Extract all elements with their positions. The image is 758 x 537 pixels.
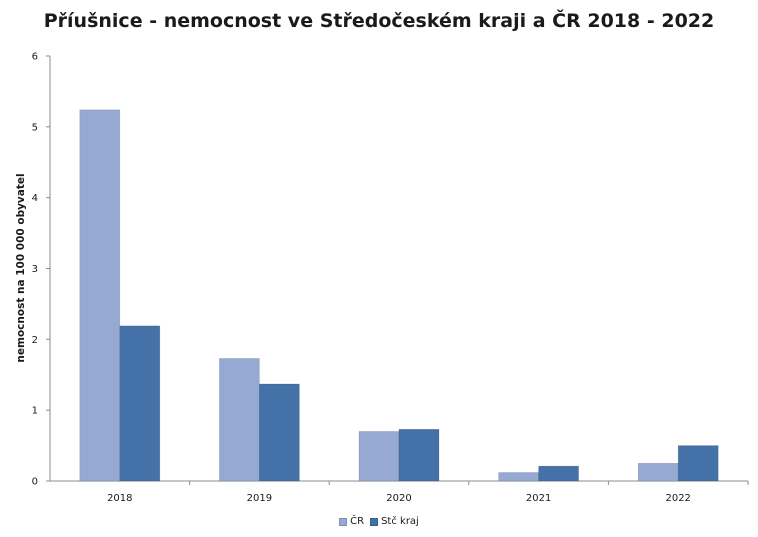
y-axis-label: nemocnost na 100 000 obyvatel xyxy=(15,173,27,362)
y-tick-label: 0 xyxy=(32,477,38,488)
chart-title: Příušnice - nemocnost ve Středočeském kr… xyxy=(43,10,715,32)
bar--r-2021 xyxy=(498,472,539,482)
bar-st-kraj-2022 xyxy=(677,445,719,482)
y-tick-label: 4 xyxy=(32,193,38,204)
legend-item: ČR xyxy=(339,516,364,527)
y-tick-label: 5 xyxy=(32,122,38,133)
legend-swatch xyxy=(339,517,348,526)
legend-label: Stč kraj xyxy=(381,516,419,527)
legend-label: ČR xyxy=(350,516,365,527)
bar--r-2020 xyxy=(358,431,400,482)
y-tick-label: 3 xyxy=(32,264,38,275)
x-tick-label: 2021 xyxy=(526,493,551,504)
x-tick-label: 2022 xyxy=(665,493,690,504)
bar--r-2022 xyxy=(637,462,679,482)
y-tick-label: 1 xyxy=(32,406,38,417)
legend-swatch xyxy=(370,517,379,526)
bar-st-kraj-2019 xyxy=(259,383,300,482)
y-tick-label: 2 xyxy=(32,335,38,346)
x-tick-label: 2019 xyxy=(247,493,272,504)
bar--r-2018 xyxy=(79,109,121,482)
bar--r-2019 xyxy=(219,358,260,482)
x-tick-label: 2020 xyxy=(386,493,411,504)
bar-st-kraj-2021 xyxy=(538,465,579,482)
chart-legend: ČR Stč kraj xyxy=(0,516,758,527)
bar-st-kraj-2020 xyxy=(398,428,440,482)
bar-st-kraj-2018 xyxy=(119,325,161,482)
legend-item: Stč kraj xyxy=(370,516,419,527)
y-tick-label: 6 xyxy=(32,52,38,63)
x-tick-label: 2018 xyxy=(107,493,132,504)
